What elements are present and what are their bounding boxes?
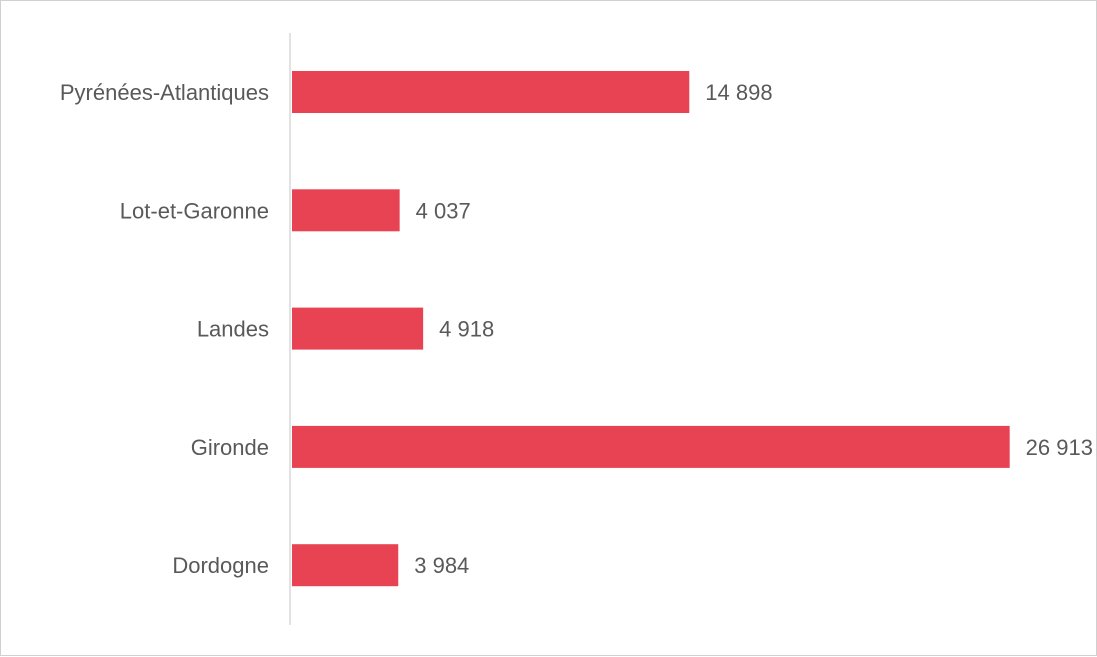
- bar-lot-et-garonne: [292, 189, 400, 232]
- category-label-dordogne: Dordogne: [172, 553, 269, 578]
- category-label-pyrenees-atlantiques: Pyrénées-Atlantiques: [60, 80, 269, 105]
- value-label-gironde: 26 913: [1026, 435, 1093, 460]
- value-labels: 14 898 4 037 4 918 26 913 3 984: [414, 80, 1093, 578]
- category-label-lot-et-garonne: Lot-et-Garonne: [120, 198, 269, 223]
- category-label-gironde: Gironde: [191, 435, 269, 460]
- bars-group: [292, 71, 1010, 587]
- value-label-lot-et-garonne: 4 037: [416, 198, 471, 223]
- bar-gironde: [292, 425, 1010, 468]
- bar-dordogne: [292, 544, 399, 587]
- value-label-dordogne: 3 984: [414, 553, 469, 578]
- value-label-pyrenees-atlantiques: 14 898: [705, 80, 772, 105]
- category-labels: Pyrénées-Atlantiques Lot-et-Garonne Landes…: [60, 80, 269, 578]
- bar-landes: [292, 307, 424, 350]
- value-label-landes: 4 918: [439, 317, 494, 342]
- category-label-landes: Landes: [197, 317, 269, 342]
- bar-pyrenees-atlantiques: [292, 71, 690, 113]
